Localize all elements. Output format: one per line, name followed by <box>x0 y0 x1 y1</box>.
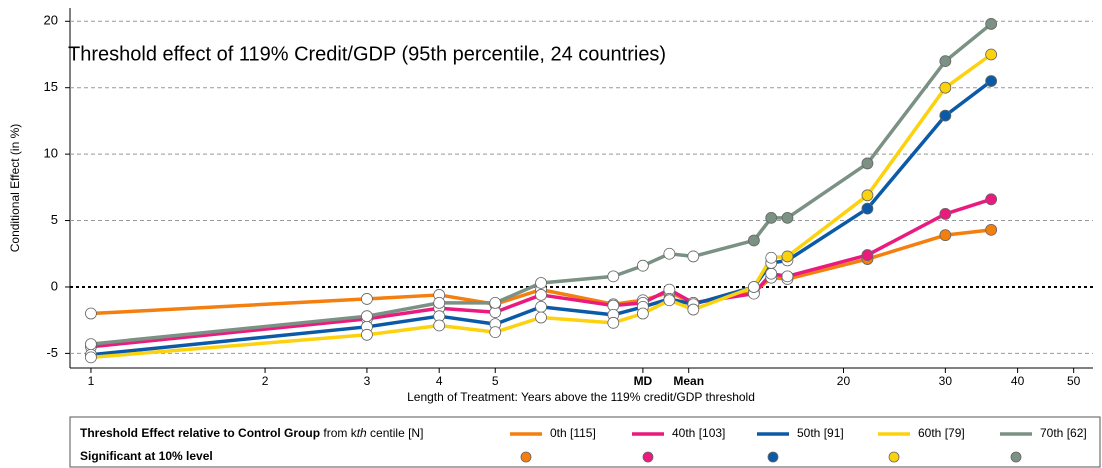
legend-title-part: Threshold Effect relative to Control Gro… <box>80 426 320 440</box>
data-point <box>781 250 794 263</box>
x-tick-label: 30 <box>939 374 953 388</box>
data-point <box>535 300 547 313</box>
data-point <box>433 297 446 309</box>
y-tick-label: 5 <box>51 212 58 227</box>
y-tick-label: 20 <box>44 13 58 28</box>
y-tick-label: 0 <box>51 278 58 293</box>
legend-title-part: th <box>357 426 367 440</box>
legend-label: 50th [91] <box>797 426 844 440</box>
x-tick-label: 3 <box>364 374 371 388</box>
data-point <box>985 223 998 236</box>
data-point <box>535 311 547 324</box>
data-point <box>861 249 874 261</box>
x-tick-label: Mean <box>673 374 704 388</box>
data-point <box>535 289 547 301</box>
series-line <box>90 228 992 316</box>
data-point <box>85 351 97 364</box>
x-tick-label: 50 <box>1067 374 1081 388</box>
y-tick-label: 15 <box>44 79 58 94</box>
chart-title: Threshold effect of 119% Credit/GDP (95t… <box>68 43 666 65</box>
data-point <box>361 328 373 341</box>
data-point <box>781 270 794 283</box>
significance-label: Significant at 10% level <box>80 449 213 463</box>
legend-marker <box>888 451 900 463</box>
y-axis-label: Conditional Effect (in %) <box>8 124 22 253</box>
data-point <box>663 294 676 307</box>
y-tick-label: 10 <box>44 146 58 161</box>
data-point <box>489 297 502 309</box>
legend-marker <box>1010 451 1022 463</box>
data-point <box>765 267 778 280</box>
data-point <box>687 250 700 263</box>
x-tick-label: MD <box>634 374 653 388</box>
data-point <box>985 48 998 61</box>
data-point <box>687 303 700 316</box>
data-point <box>637 307 649 320</box>
data-point <box>939 81 952 94</box>
legend-marker <box>520 451 532 463</box>
data-point <box>747 281 760 293</box>
data-point <box>985 75 998 87</box>
legend-label: 60th [79] <box>918 426 965 440</box>
legend-title-part: from k <box>320 426 358 440</box>
data-point <box>607 270 620 283</box>
data-point <box>939 109 952 122</box>
legend-title-part: centile [N] <box>367 426 424 440</box>
data-point <box>489 326 502 339</box>
legend-title: Threshold Effect relative to Control Gro… <box>80 426 423 440</box>
data-point <box>433 319 446 332</box>
legend-label: 70th [62] <box>1040 426 1087 440</box>
data-point <box>361 310 373 323</box>
x-axis-label: Length of Treatment: Years above the 119… <box>407 390 755 404</box>
data-point <box>861 157 874 170</box>
data-point <box>765 211 778 224</box>
series-line <box>90 197 992 349</box>
data-point <box>85 338 97 350</box>
data-point <box>939 208 952 220</box>
data-point <box>939 55 952 68</box>
x-tick-label: 20 <box>837 374 851 388</box>
legend-marker <box>642 451 654 463</box>
data-point <box>85 307 97 320</box>
data-point <box>861 189 874 202</box>
legend-label: 0th [115] <box>550 426 596 440</box>
x-tick-label: 2 <box>262 374 269 388</box>
x-tick-label: 4 <box>436 374 443 388</box>
data-point <box>781 211 794 224</box>
data-point <box>747 234 760 247</box>
data-point <box>535 277 547 289</box>
data-point <box>607 316 620 329</box>
data-point <box>985 18 998 30</box>
legend-box <box>69 416 1101 468</box>
x-tick-label: 1 <box>88 374 95 388</box>
legend-label: 40th [103] <box>672 426 725 440</box>
legend-marker <box>767 451 779 463</box>
data-point <box>663 247 676 260</box>
y-tick-label: -5 <box>46 345 58 360</box>
x-tick-label: 5 <box>492 374 499 388</box>
data-point <box>637 259 649 272</box>
data-point <box>765 251 778 264</box>
data-point <box>361 293 373 305</box>
x-tick-label: 40 <box>1011 374 1025 388</box>
data-point <box>939 229 952 242</box>
data-point <box>861 202 874 215</box>
data-point <box>985 193 998 206</box>
